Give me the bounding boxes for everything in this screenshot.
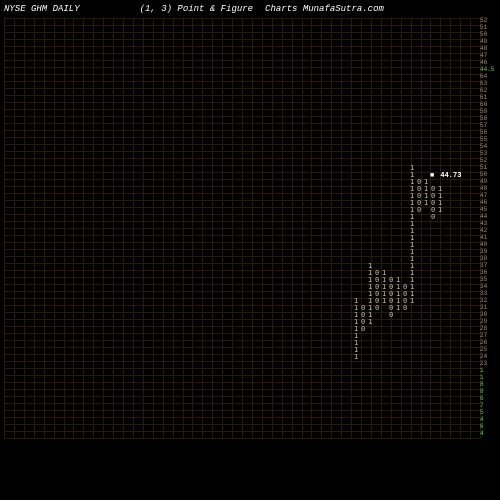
grid-line-h <box>4 249 480 250</box>
grid-line-h <box>4 53 480 54</box>
grid-line-h <box>4 67 480 68</box>
grid-line-h <box>4 326 480 327</box>
grid-line-h <box>4 256 480 257</box>
grid-line-h <box>4 410 480 411</box>
grid-line-h <box>4 375 480 376</box>
grid-line-h <box>4 221 480 222</box>
grid-line-h <box>4 144 480 145</box>
pnf-o-symbol: 0 <box>389 312 393 319</box>
grid-line-h <box>4 46 480 47</box>
grid-line-h <box>4 270 480 271</box>
grid-line-h <box>4 186 480 187</box>
grid-line-h <box>4 60 480 61</box>
grid-line-h <box>4 298 480 299</box>
grid-line-h <box>4 151 480 152</box>
grid-line-h <box>4 438 480 439</box>
grid-line-h <box>4 424 480 425</box>
grid-line-h <box>4 214 480 215</box>
y-axis-label: 4 <box>480 431 484 437</box>
pnf-o-symbol: 0 <box>361 326 365 333</box>
grid-line-h <box>4 389 480 390</box>
grid-line-h <box>4 368 480 369</box>
pnf-x-symbol: 1 <box>396 305 400 312</box>
grid-line-h <box>4 123 480 124</box>
grid-line-h <box>4 207 480 208</box>
pnf-chart-area: 1111111110000111111111000000111110000001… <box>4 18 480 438</box>
pnf-x-symbol: 1 <box>368 319 372 326</box>
grid-line-h <box>4 333 480 334</box>
grid-line-h <box>4 340 480 341</box>
grid-line-h <box>4 347 480 348</box>
pnf-o-symbol: 0 <box>403 305 407 312</box>
grid-line-h <box>4 354 480 355</box>
grid-line-h <box>4 39 480 40</box>
price-marker-label: 44.73 <box>440 172 461 180</box>
pnf-x-symbol: 1 <box>424 200 428 207</box>
pnf-o-symbol: 0 <box>417 207 421 214</box>
grid-line-h <box>4 235 480 236</box>
grid-line-h <box>4 165 480 166</box>
grid-line-h <box>4 403 480 404</box>
grid-line-h <box>4 396 480 397</box>
grid-line-h <box>4 102 480 103</box>
grid-line-h <box>4 88 480 89</box>
grid-line-h <box>4 319 480 320</box>
grid-line-h <box>4 158 480 159</box>
grid-line-h <box>4 291 480 292</box>
grid-line-h <box>4 109 480 110</box>
grid-line-h <box>4 228 480 229</box>
pnf-x-symbol: 1 <box>382 298 386 305</box>
grid-line-h <box>4 431 480 432</box>
grid-line-h <box>4 305 480 306</box>
grid-line-h <box>4 312 480 313</box>
grid-line-h <box>4 417 480 418</box>
pnf-x-symbol: 1 <box>410 298 414 305</box>
pnf-o-symbol: 0 <box>431 214 435 221</box>
grid-line-h <box>4 193 480 194</box>
grid-line-h <box>4 81 480 82</box>
grid-line-h <box>4 116 480 117</box>
grid-line-h <box>4 95 480 96</box>
grid-line-h <box>4 277 480 278</box>
y-axis: 5251504948474644.56463626160595857565554… <box>480 18 500 438</box>
grid-line-h <box>4 25 480 26</box>
grid-line-h <box>4 200 480 201</box>
grid-line-h <box>4 74 480 75</box>
grid-line-h <box>4 179 480 180</box>
grid-line-h <box>4 130 480 131</box>
grid-line-h <box>4 137 480 138</box>
pnf-x-symbol: 1 <box>438 207 442 214</box>
grid-line-h <box>4 263 480 264</box>
last-price-marker: 44.73 <box>430 172 461 180</box>
grid-line-h <box>4 18 480 19</box>
grid-line-h <box>4 242 480 243</box>
grid-line-h <box>4 284 480 285</box>
grid-line-h <box>4 32 480 33</box>
grid-line-h <box>4 361 480 362</box>
pnf-o-symbol: 0 <box>375 305 379 312</box>
pnf-x-symbol: 1 <box>354 354 358 361</box>
grid-line-h <box>4 382 480 383</box>
grid-line-h <box>4 172 480 173</box>
